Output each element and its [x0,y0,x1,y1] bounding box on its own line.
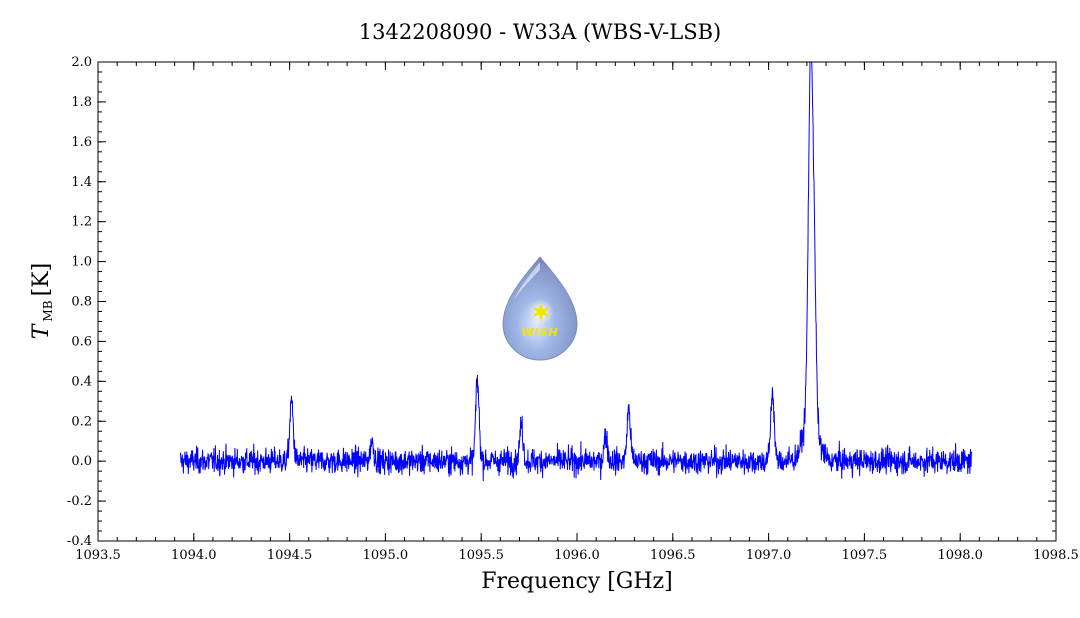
x-tick-label: 1095.5 [458,548,504,563]
chart-title: 1342208090 - W33A (WBS-V-LSB) [359,20,721,44]
x-tick-label: 1096.5 [650,548,696,563]
spectrum-series-line [179,62,973,482]
x-tick-label: 1094.5 [267,548,313,563]
plot-area [179,62,973,482]
y-tick-label: 2.0 [71,55,92,70]
x-tick-label: 1097.0 [746,548,792,563]
y-tick-label: 1.6 [71,135,92,150]
axes: 1093.5 1094.0 1094.5 1095.0 1095.5 1096.0 1096… [67,55,1079,563]
x-tick-label: 1096.0 [554,548,600,563]
x-tick-label: 1093.5 [75,548,121,563]
y-tick-label: 0.4 [71,374,92,389]
x-tick-label: 1097.5 [842,548,888,563]
x-tick-label: 1095.0 [363,548,409,563]
x-tick-label: 1094.0 [171,548,217,563]
x-axis-label: Frequency [GHz] [481,569,673,594]
y-tick-label: 0.2 [71,414,92,429]
y-tick-label: 0.6 [71,334,92,349]
y-axis-label: TMB[K] [29,263,55,339]
wish-logo: WISH [502,256,578,361]
y-tick-label: 1.0 [71,255,92,270]
y-tick-label: 0.0 [71,454,92,469]
y-tick-label: -0.4 [67,534,92,549]
x-tick-label: 1098.0 [937,548,983,563]
y-tick-label: 0.8 [71,295,92,310]
logo-text: WISH [521,326,558,339]
y-tick-label: 1.4 [71,175,92,190]
plot-frame [97,61,1057,542]
y-tick-label: -0.2 [67,494,92,509]
y-tick-label: 1.8 [71,95,92,110]
x-tick-label: 1098.5 [1033,548,1079,563]
y-tick-label: 1.2 [71,215,92,230]
